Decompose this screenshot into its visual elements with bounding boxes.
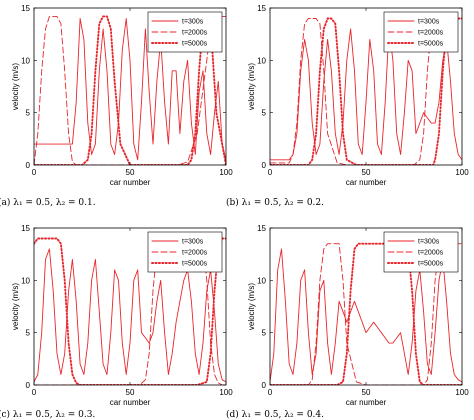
- series-line-solid: [270, 248, 462, 383]
- legend-entry-label: t=300s: [182, 239, 204, 246]
- y-tick-label: 5: [262, 329, 267, 338]
- y-tick-label: 10: [21, 276, 30, 285]
- series-line-solid: [34, 248, 226, 383]
- x-tick-label: 0: [32, 168, 37, 177]
- series-line-dashed: [34, 238, 226, 385]
- legend-entry-label: t=5000s: [182, 41, 208, 48]
- y-tick-label: 0: [262, 161, 267, 170]
- series-line-dotted: [34, 237, 226, 385]
- y-tick-label: 15: [21, 4, 30, 13]
- y-tick-label: 5: [26, 109, 31, 118]
- y-tick-label: 0: [26, 161, 31, 170]
- y-tick-label: 0: [262, 381, 267, 390]
- x-tick-label: 100: [455, 168, 469, 177]
- legend-entry-label: t=2000s: [182, 250, 208, 257]
- legend-box: [383, 231, 459, 273]
- y-tick-label: 15: [21, 224, 30, 233]
- legend-entry-label: t=5000s: [418, 261, 444, 268]
- series-line-dotted: [270, 242, 462, 385]
- y-tick-label: 15: [257, 4, 266, 13]
- x-tick-label: 100: [455, 388, 469, 397]
- legend-entry-label: t=5000s: [182, 261, 208, 268]
- legend-box: [383, 11, 459, 53]
- x-tick-label: 0: [268, 168, 273, 177]
- y-tick-label: 5: [26, 329, 31, 338]
- x-axis-label: car number: [346, 178, 387, 187]
- x-tick-label: 100: [219, 388, 233, 397]
- figure-caption: (d) λ₁ = 0.5, λ₂ = 0.4.: [226, 409, 324, 420]
- x-tick-label: 50: [126, 168, 135, 177]
- y-axis-label: velocity (m/s): [247, 63, 256, 110]
- legend-box: [147, 231, 223, 273]
- legend-entry-label: t=300s: [418, 239, 440, 246]
- y-tick-label: 10: [21, 56, 30, 65]
- chart-panel-3: 0 50 100 0 5 10 15 car number velocity (m/s) t=30…: [226, 224, 469, 420]
- chart-panel-0: 0 50 100 0 5 10 15 car number velocity (m/s) t=30…: [0, 4, 233, 208]
- x-axis-label: car number: [346, 398, 387, 407]
- legend-entry-label: t=2000s: [418, 30, 444, 37]
- figure-caption: (c) λ₁ = 0.5, λ₂ = 0.3.: [0, 409, 95, 420]
- y-axis-label: velocity (m/s): [11, 283, 20, 330]
- y-tick-label: 10: [257, 56, 266, 65]
- legend-entry-label: t=2000s: [418, 250, 444, 257]
- legend-entry-label: t=300s: [182, 19, 204, 26]
- y-axis-label: velocity (m/s): [247, 283, 256, 330]
- y-axis-label: velocity (m/s): [11, 63, 20, 110]
- series-line-dotted: [270, 17, 462, 165]
- chart-panel-1: 0 50 100 0 5 10 15 car number velocity (m/s) t=30…: [226, 4, 469, 208]
- legend-entry-label: t=5000s: [418, 41, 444, 48]
- legend-box: [147, 11, 223, 53]
- x-axis-label: car number: [110, 398, 151, 407]
- x-axis-label: car number: [110, 178, 151, 187]
- y-tick-label: 15: [257, 224, 266, 233]
- series-line-solid: [34, 18, 226, 161]
- figure-caption: (a) λ₁ = 0.5, λ₂ = 0.1.: [0, 197, 96, 208]
- y-tick-label: 0: [26, 381, 31, 390]
- x-tick-label: 50: [126, 388, 135, 397]
- series-line-dashed: [270, 18, 462, 165]
- x-tick-label: 0: [268, 388, 273, 397]
- series-line-solid: [270, 28, 462, 161]
- series-line-dotted: [34, 15, 226, 165]
- y-tick-label: 5: [262, 109, 267, 118]
- figure-caption: (b) λ₁ = 0.5, λ₂ = 0.2.: [226, 197, 324, 208]
- x-tick-label: 50: [362, 388, 371, 397]
- chart-panel-2: 0 50 100 0 5 10 15 car number velocity (m/s) t=30…: [0, 224, 233, 420]
- series-line-dashed: [34, 15, 226, 165]
- legend-entry-label: t=2000s: [182, 30, 208, 37]
- x-tick-label: 50: [362, 168, 371, 177]
- y-tick-label: 10: [257, 276, 266, 285]
- legend-entry-label: t=300s: [418, 19, 440, 26]
- x-tick-label: 100: [219, 168, 233, 177]
- x-tick-label: 0: [32, 388, 37, 397]
